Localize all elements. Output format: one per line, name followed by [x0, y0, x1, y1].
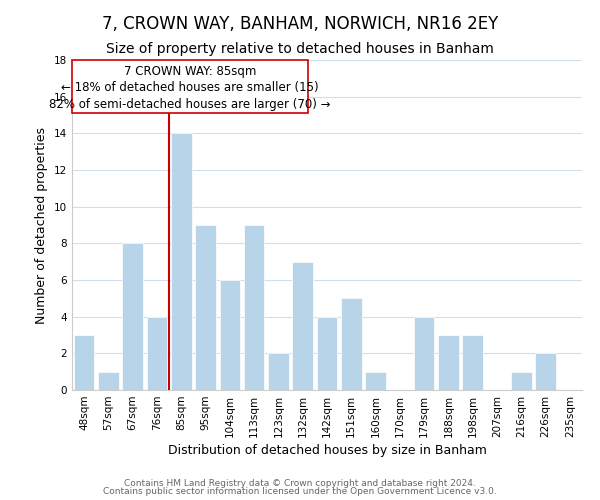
Bar [463, 335, 483, 390]
Bar [414, 316, 434, 390]
Bar [74, 335, 94, 390]
Bar [171, 134, 191, 390]
Text: 82% of semi-detached houses are larger (70) →: 82% of semi-detached houses are larger (… [49, 98, 331, 112]
Bar [535, 354, 556, 390]
Text: Contains HM Land Registry data © Crown copyright and database right 2024.: Contains HM Land Registry data © Crown c… [124, 478, 476, 488]
Bar [122, 244, 143, 390]
Text: 7 CROWN WAY: 85sqm: 7 CROWN WAY: 85sqm [124, 64, 256, 78]
Bar [341, 298, 362, 390]
FancyBboxPatch shape [72, 60, 308, 113]
Text: ← 18% of detached houses are smaller (15): ← 18% of detached houses are smaller (15… [61, 81, 319, 94]
Bar [268, 354, 289, 390]
X-axis label: Distribution of detached houses by size in Banham: Distribution of detached houses by size … [167, 444, 487, 457]
Bar [365, 372, 386, 390]
Bar [195, 225, 216, 390]
Bar [98, 372, 119, 390]
Bar [220, 280, 240, 390]
Y-axis label: Number of detached properties: Number of detached properties [35, 126, 49, 324]
Bar [292, 262, 313, 390]
Text: Size of property relative to detached houses in Banham: Size of property relative to detached ho… [106, 42, 494, 56]
Text: 7, CROWN WAY, BANHAM, NORWICH, NR16 2EY: 7, CROWN WAY, BANHAM, NORWICH, NR16 2EY [102, 15, 498, 33]
Bar [146, 316, 167, 390]
Text: Contains public sector information licensed under the Open Government Licence v3: Contains public sector information licen… [103, 487, 497, 496]
Bar [511, 372, 532, 390]
Bar [438, 335, 459, 390]
Bar [244, 225, 265, 390]
Bar [317, 316, 337, 390]
